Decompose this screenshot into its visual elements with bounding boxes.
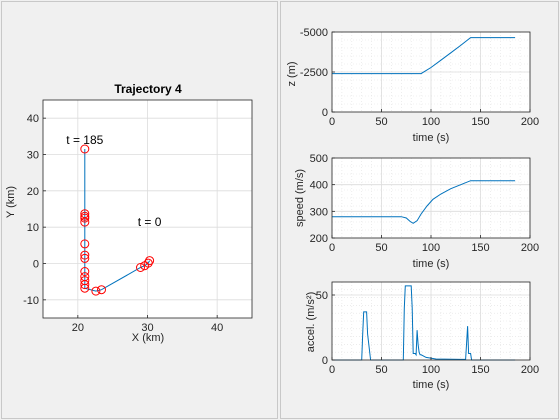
trajectory-annotation: t = 185	[66, 133, 103, 147]
y-tick-label: -5000	[300, 27, 328, 39]
trajectory-annotation: t = 0	[138, 215, 162, 229]
acceleration-chart: 0 50 100 150 200 0 50 time (s) accel. (m/s²)	[305, 281, 539, 391]
trajectory-point	[80, 144, 90, 154]
trajectory-point	[97, 285, 106, 295]
speed-y-label: speed (m/s)	[294, 169, 306, 227]
y-tick-label: 0	[33, 259, 39, 271]
x-tick-label: 200	[521, 242, 539, 254]
y-tick-label: 500	[310, 153, 328, 165]
series-line	[332, 285, 516, 361]
trajectory-point	[80, 209, 90, 219]
trajectory-x-label: X (km)	[132, 332, 164, 344]
y-tick-label: 400	[310, 180, 328, 192]
trajectory-point	[145, 256, 155, 266]
x-tick-label: 200	[521, 116, 539, 128]
acceleration-x-label: time (s)	[413, 379, 450, 391]
trajectory-point	[80, 276, 90, 286]
trajectory-point	[140, 261, 150, 271]
trajectory-chart: Trajectory 4 20 30 40 -10 0 10 20 30 40 X (km) Y…	[5, 82, 253, 344]
x-tick-label: 100	[422, 116, 440, 128]
trajectory-point	[80, 250, 90, 260]
x-tick-label: 40	[211, 322, 223, 334]
y-tick-label: 200	[310, 233, 328, 245]
altitude-chart: 0 50 100 150 200 -5000 -2500 0 time (s) z (m)	[286, 27, 539, 144]
y-tick-label: 40	[27, 113, 39, 125]
trajectory-point	[80, 211, 90, 221]
x-tick-label: 150	[471, 242, 489, 254]
trajectory-point	[80, 253, 90, 263]
y-tick-label: 300	[310, 206, 328, 218]
y-tick-label: 50	[316, 290, 328, 302]
y-tick-label: 0	[322, 355, 328, 367]
x-tick-label: 0	[329, 364, 335, 376]
trajectory-point	[91, 286, 101, 296]
x-tick-label: 30	[141, 322, 153, 334]
y-tick-label: 30	[27, 150, 39, 162]
acceleration-y-label: accel. (m/s²)	[305, 292, 317, 353]
x-tick-label: 0	[329, 242, 335, 254]
y-tick-label: 20	[27, 186, 39, 198]
trajectory-point	[80, 239, 90, 249]
y-tick-label: -2500	[300, 67, 328, 79]
x-tick-label: 50	[375, 116, 387, 128]
trajectory-point	[136, 263, 145, 272]
y-tick-label: 0	[322, 107, 328, 119]
x-tick-label: 150	[471, 364, 489, 376]
x-tick-label: 50	[375, 364, 387, 376]
trajectory-point	[80, 272, 90, 282]
x-tick-label: 50	[375, 242, 387, 254]
trajectory-point	[80, 267, 90, 276]
x-tick-label: 100	[422, 364, 440, 376]
x-tick-label: 200	[521, 364, 539, 376]
altitude-x-label: time (s)	[413, 132, 450, 144]
trajectory-title: Trajectory 4	[114, 82, 182, 96]
x-tick-label: 20	[72, 322, 84, 334]
y-tick-label: -10	[23, 295, 39, 307]
altitude-y-label: z (m)	[286, 61, 298, 86]
speed-x-label: time (s)	[413, 258, 450, 270]
trajectory-y-label: Y (km)	[5, 186, 17, 218]
y-tick-label: 10	[27, 222, 39, 234]
x-tick-label: 0	[329, 116, 335, 128]
series-line	[332, 180, 516, 224]
x-tick-label: 150	[471, 116, 489, 128]
series-line	[332, 37, 516, 75]
x-tick-label: 100	[422, 242, 440, 254]
speed-chart: 0 50 100 150 200 200 300 400 500 time (s) speed …	[294, 153, 539, 270]
